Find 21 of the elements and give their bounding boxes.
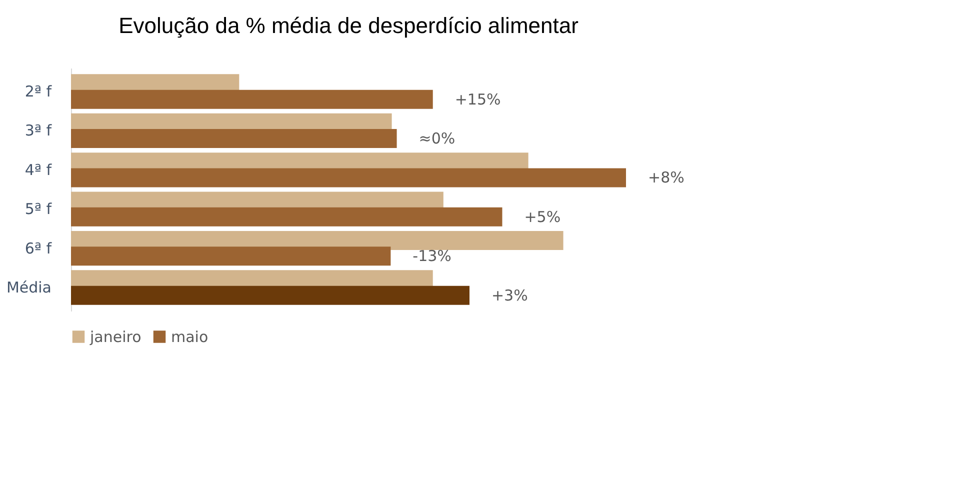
y-tick-label: 3ª f [24, 122, 52, 140]
bar [71, 207, 502, 226]
annotation: +5% [524, 208, 561, 226]
annotation: ≈0% [418, 130, 456, 148]
bar [71, 286, 470, 305]
bar [71, 129, 397, 148]
bar [71, 246, 391, 266]
annotation: +8% [648, 168, 684, 187]
y-tick-label: 5ª f [24, 200, 52, 218]
y-tick-label: 6ª f [24, 239, 52, 258]
legend-label: janeiro [89, 328, 142, 346]
legend-label: maio [171, 328, 208, 346]
annotation: -13% [412, 247, 452, 266]
bar [71, 168, 626, 188]
bar [71, 90, 433, 109]
annotation: +15% [454, 90, 501, 108]
annotation: +3% [491, 286, 528, 304]
y-tick-label: Média [6, 278, 52, 296]
y-tick-label: 4ª f [24, 160, 52, 179]
y-tick-label: 2ª f [24, 82, 52, 101]
chart-title: Evolução da % média de desperdício alimentar [118, 13, 578, 38]
